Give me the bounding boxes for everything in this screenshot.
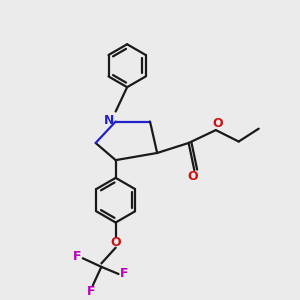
Text: F: F [87, 285, 96, 298]
Text: F: F [119, 268, 128, 281]
Text: F: F [74, 250, 82, 263]
Text: O: O [188, 170, 198, 183]
Text: O: O [110, 236, 121, 249]
Text: N: N [104, 114, 115, 127]
Text: O: O [212, 117, 223, 130]
